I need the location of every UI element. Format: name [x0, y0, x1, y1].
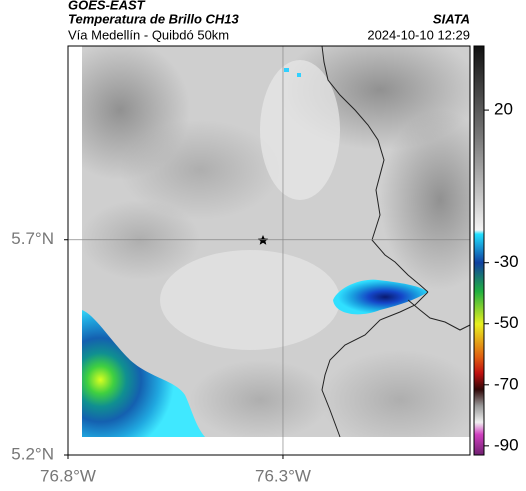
colorbar-tick-label: -90: [494, 435, 519, 454]
colorbar-tick-label: -50: [494, 313, 519, 332]
ticks: 76.8°W 76.3°W 5.2°N 5.7°N 20 -30 -50 -70 -90: [11, 100, 518, 486]
x-tick-label: 76.3°W: [255, 466, 311, 485]
colorbar-tick-label: 20: [494, 100, 513, 119]
product-title: Temperatura de Brillo CH13: [68, 11, 240, 26]
map-frame: [67, 45, 471, 456]
y-tick-label: 5.7°N: [11, 229, 54, 248]
timestamp: 2024-10-10 12:29: [367, 27, 470, 42]
region: Vía Medellín - Quibdó 50km: [68, 27, 229, 42]
y-tick-label: 5.2°N: [11, 444, 54, 463]
x-tick-label: 76.8°W: [40, 466, 96, 485]
source-title: GOES-EAST: [68, 0, 146, 12]
borders: [321, 45, 471, 438]
colorbar-tick-label: -70: [494, 374, 519, 393]
colorbar-tick-label: -30: [494, 252, 519, 271]
imagery: [82, 46, 470, 437]
colorbar: [473, 45, 485, 456]
brand: SIATA: [433, 11, 470, 26]
